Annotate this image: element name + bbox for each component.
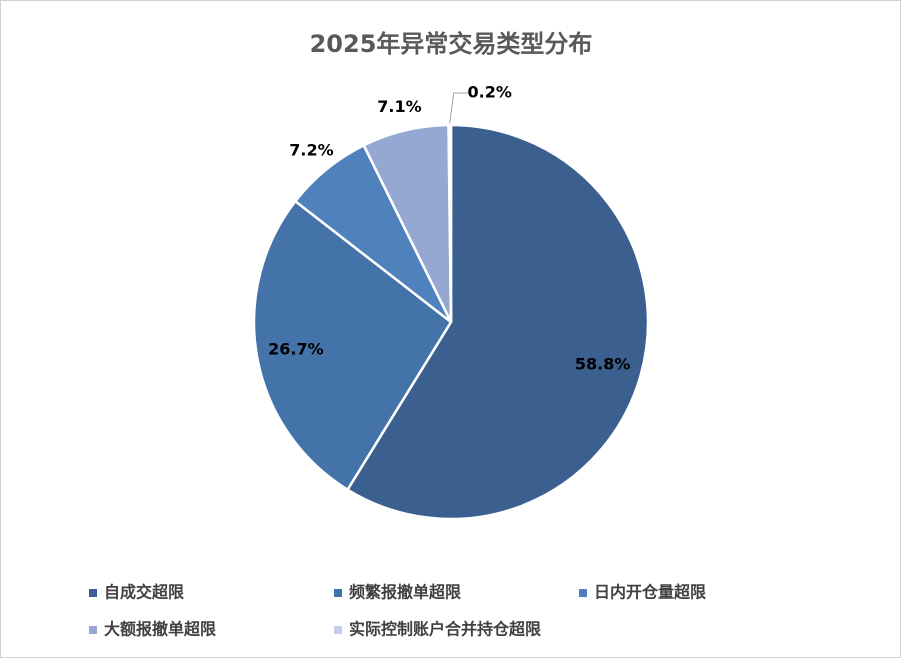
legend-label: 频繁报撤单超限 [349,583,462,602]
data-label: 7.2% [289,141,333,160]
legend-marker [89,589,97,597]
data-label: 26.7% [268,340,324,359]
leader-line [449,92,470,124]
legend-marker [334,626,342,634]
legend-label: 日内开仓量超限 [594,583,707,602]
legend-label: 大额报撤单超限 [104,620,217,639]
legend-label: 实际控制账户合并持仓超限 [349,620,542,639]
legend-label: 自成交超限 [104,583,185,602]
legend-marker [579,589,587,597]
pie-slice [345,123,650,521]
pie-slice [447,123,453,323]
legend-marker [334,589,342,597]
data-label: 58.8% [575,355,631,374]
chart-title: 2025年异常交易类型分布 [310,30,593,58]
data-label: 0.2% [468,83,512,102]
pie-slice [252,199,453,492]
data-label: 7.1% [377,97,421,116]
legend-marker [89,626,97,634]
